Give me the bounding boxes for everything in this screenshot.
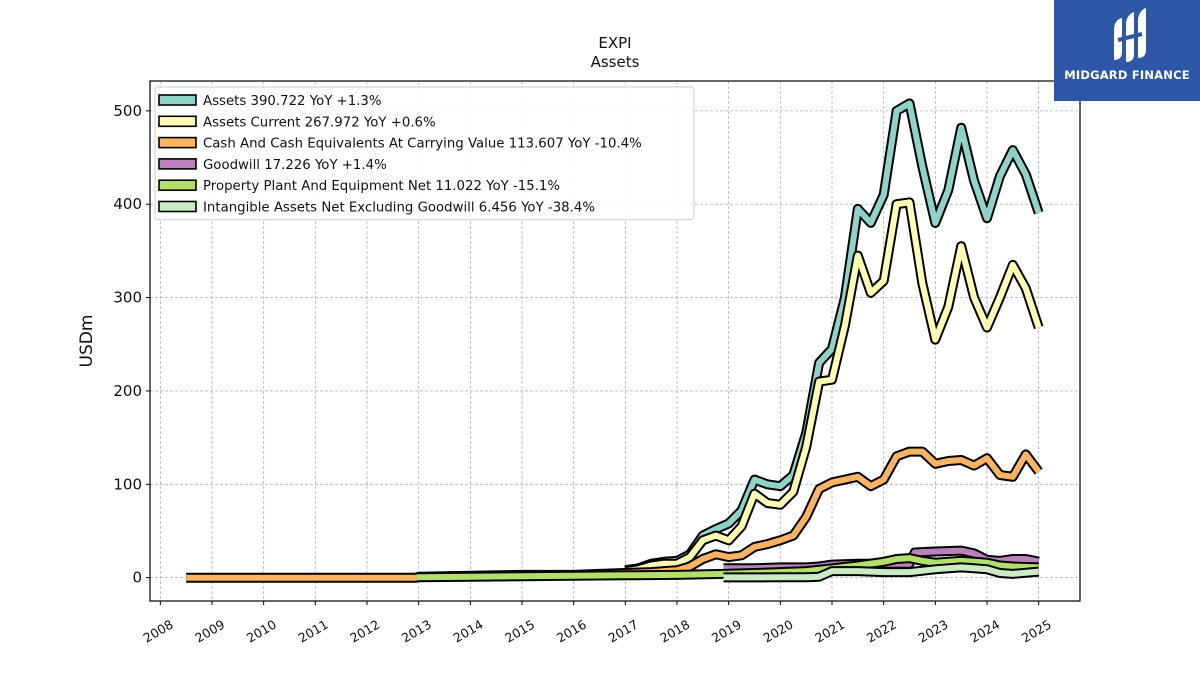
series-line: [723, 564, 1039, 581]
plot-frame: [149, 80, 1081, 602]
legend-swatch: [158, 179, 197, 191]
x-tick-label: 2019: [709, 617, 744, 646]
legend-swatch: [158, 115, 197, 128]
x-tick-label: 2023: [916, 617, 951, 646]
legend-label: Intangible Assets Net Excluding Goodwill…: [203, 201, 595, 216]
y-tick-label: 300: [113, 289, 142, 307]
x-tick-label: 2025: [1019, 617, 1054, 646]
x-tick-label: 2020: [761, 617, 796, 646]
x-tick-label: 2008: [141, 617, 176, 646]
legend-swatch: [158, 136, 197, 149]
y-tick-label: 100: [113, 475, 142, 493]
x-tick-label: 2017: [606, 617, 641, 646]
brand-name: MIDGARD FINANCE: [1064, 68, 1190, 82]
x-tick-label: 2009: [192, 617, 227, 646]
brand-logo: MIDGARD FINANCE: [1054, 0, 1200, 101]
chart-subtitle: Assets: [591, 53, 640, 71]
midgard-logo-icon: [1114, 8, 1146, 62]
x-tick-label: 2010: [244, 617, 279, 646]
series-line: [415, 555, 1039, 581]
x-tick-label: 2018: [657, 617, 692, 646]
x-tick-label: 2014: [451, 617, 486, 646]
y-tick-label: 400: [113, 195, 142, 213]
x-tick-label: 2021: [812, 617, 847, 646]
legend-label: Assets Current 267.972 YoY +0.6%: [203, 115, 436, 130]
y-tick-label: 200: [113, 382, 142, 400]
legend-swatch: [158, 94, 197, 106]
legend-label: Goodwill 17.226 YoY +1.4%: [203, 158, 387, 173]
legend-label: Cash And Cash Equivalents At Carrying Va…: [203, 137, 642, 152]
legend: Assets 390.722 YoY +1.3% Assets Current 2…: [154, 86, 695, 221]
x-tick-label: 2013: [399, 617, 434, 646]
x-tick-label: 2024: [967, 617, 1002, 646]
x-tick-label: 2015: [502, 617, 537, 646]
legend-label: Property Plant And Equipment Net 11.022 …: [203, 179, 560, 194]
legend-swatch: [158, 200, 197, 213]
legend-swatch: [158, 158, 197, 170]
series-line: [624, 199, 1042, 575]
legend-label: Assets 390.722 YoY +1.3%: [203, 94, 381, 109]
x-tick-label: 2011: [296, 617, 331, 646]
y-tick-label: 500: [113, 102, 142, 120]
y-tick-label: 0: [132, 569, 142, 587]
y-axis-label: USDm: [77, 315, 97, 368]
legend-box: [154, 86, 695, 221]
series-lines: [186, 98, 1044, 583]
x-tick-label: 2022: [864, 617, 899, 646]
x-tick-label: 2012: [347, 617, 382, 646]
chart-title: EXPI: [598, 34, 631, 52]
x-tick-label: 2016: [554, 617, 589, 646]
